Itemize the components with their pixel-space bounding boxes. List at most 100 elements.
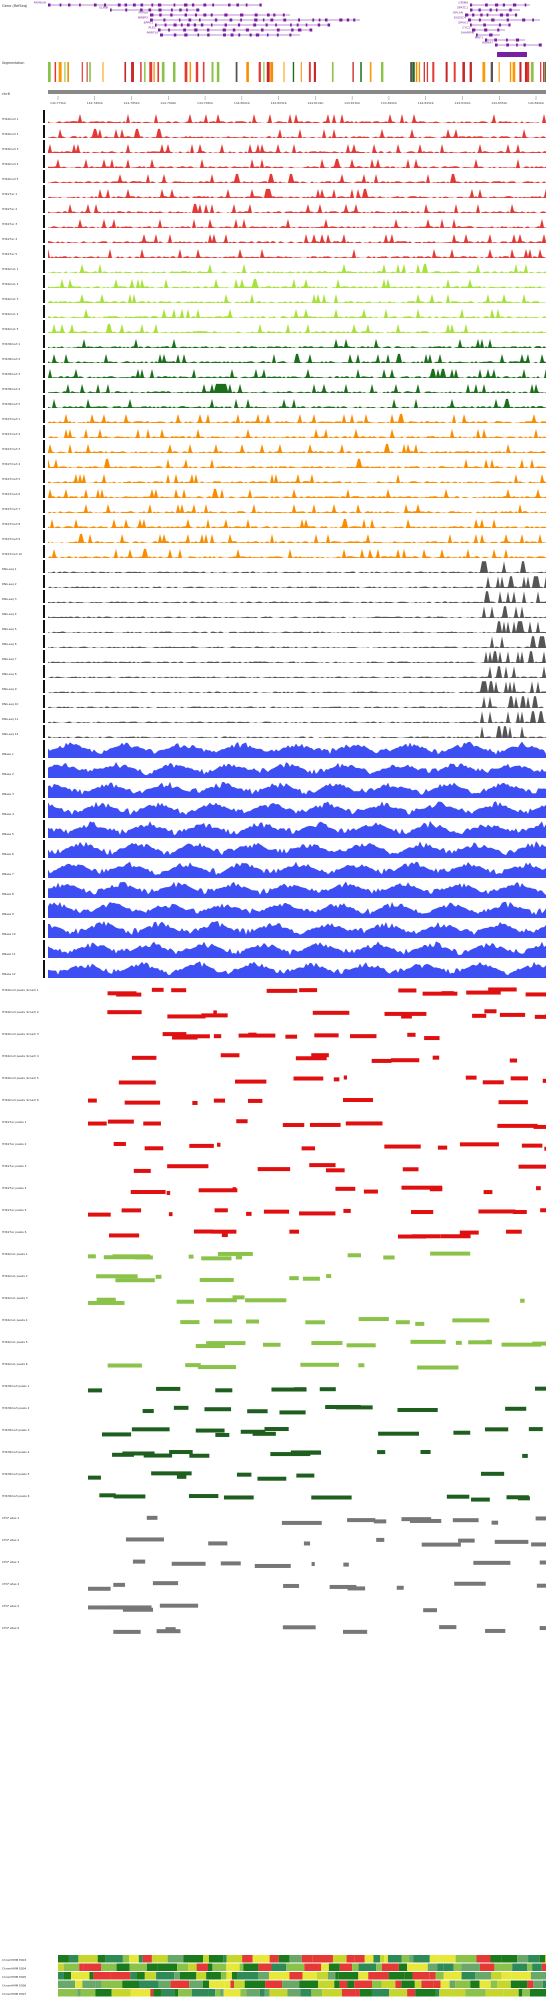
gene-model: OPLAH [453, 11, 518, 17]
signal-area [48, 383, 546, 393]
signal-area [48, 308, 546, 318]
signal-track-label: H3K27ac 3 [2, 222, 17, 226]
gene-exon [193, 23, 197, 27]
peak-block [142, 1409, 154, 1414]
segmentation-state [215, 1989, 221, 1997]
peak-block [295, 1056, 327, 1061]
peak-track-label: H3K4me3 peaks (broad) 5 [2, 1076, 39, 1080]
peak-block [377, 1450, 386, 1455]
peak-block [113, 1141, 126, 1146]
gene-exon [254, 13, 258, 17]
gene-exon [79, 3, 81, 7]
peak-block [471, 1497, 490, 1502]
gene-exon [290, 23, 292, 27]
signal-track-label: H3K27ac 5 [2, 252, 17, 256]
signal-track: H3K27me3 9 [2, 530, 546, 543]
signal-track-label: H3K4me3 2 [2, 132, 19, 136]
peak-block [201, 1013, 228, 1018]
peak-block [289, 1229, 300, 1234]
segmentation-state [395, 1980, 402, 1988]
segmentation-state [455, 1980, 471, 1988]
peak-track: H3K36me3 peaks 4 [2, 1450, 528, 1458]
signal-track-label: RNA-seq 1 [2, 567, 17, 571]
segmentation-state [82, 1980, 96, 1988]
segmentation-state [539, 1955, 546, 1963]
peak-block [466, 990, 501, 995]
segmentation-state [354, 1955, 365, 1963]
track-scale-bar [43, 470, 45, 483]
gene-exon [223, 33, 226, 37]
peak-block [146, 1515, 158, 1520]
peak-block [122, 1607, 154, 1612]
peak-block [206, 1341, 246, 1346]
gene-exon [140, 8, 143, 12]
segmentation-state [388, 1972, 405, 1980]
peak-block [390, 1058, 420, 1063]
segmentation-state [311, 1989, 323, 1997]
signal-track: H3K36me3 2 [2, 350, 546, 363]
peak-track-label: CTCF sites 6 [2, 1626, 19, 1630]
peak-track-label: H3K4me1 peaks 5 [2, 1340, 28, 1344]
peak-block [446, 1494, 470, 1499]
segmentation-state [438, 1955, 456, 1963]
annotation-mark [369, 62, 372, 82]
track-scale-bar [43, 500, 45, 513]
peak-block [113, 1582, 126, 1587]
segmentation-state [264, 1989, 270, 1997]
gene-exon [228, 3, 231, 7]
gene-exon [203, 13, 207, 17]
gene-model: PLEC [149, 26, 313, 32]
gene-exon [48, 3, 51, 7]
peak-block [505, 1406, 527, 1411]
signal-track-label: H3K36me3 2 [2, 357, 20, 361]
peak-block [347, 1586, 366, 1591]
peak-track: H3K36me3 peaks 1 [2, 1384, 546, 1393]
gene-name-label: SPATC1 [457, 6, 468, 10]
segmentation-state [532, 1963, 542, 1971]
track-scale-bar [43, 590, 45, 603]
peak-block [343, 1629, 368, 1634]
peak-track-label: H3K36me3 peaks 3 [2, 1428, 30, 1432]
segmentation-state [95, 1989, 112, 1997]
peak-track-label: H3K4me1 peaks 2 [2, 1274, 28, 1278]
segmentation-state [80, 1989, 96, 1997]
signal-track-label: DNase 10 [2, 932, 16, 936]
ruler-chromosome-label: chr8 [2, 92, 10, 96]
gene-exon [245, 28, 249, 32]
ruler-tick-label: 144,815kb [344, 101, 360, 105]
peak-block [204, 1407, 232, 1412]
signal-area [48, 548, 546, 558]
peak-block [363, 1189, 378, 1194]
segmentation-state [58, 1955, 69, 1963]
segmentation-state [196, 1972, 207, 1980]
ruler-tick-label: 144,800kb [234, 101, 250, 105]
segmentation-state [407, 1963, 428, 1971]
segmentation-state [231, 1972, 238, 1980]
peak-block [521, 1143, 543, 1148]
segmentation-state [197, 1980, 203, 1988]
segmentation-state [58, 1972, 64, 1980]
segmentation-state [542, 1980, 546, 1988]
segmentation-state [212, 1963, 227, 1971]
peak-block [384, 1011, 427, 1016]
segmentation-state [207, 1963, 213, 1971]
track-scale-bar [43, 215, 45, 228]
peak-block [270, 1452, 311, 1457]
gene-exon [207, 33, 210, 37]
peak-track: H3K4me1 peaks 4 [2, 1317, 490, 1326]
segmentation-state [510, 1980, 528, 1988]
segmentation-state [122, 1955, 130, 1963]
track-scale-bar [43, 620, 45, 633]
peak-track: H3K4me1 peaks 5 [2, 1339, 546, 1349]
gene-exon [151, 3, 154, 7]
peak-block [376, 1537, 385, 1542]
signal-track-label: RNA-seq 11 [2, 717, 19, 721]
signal-track: H3K4me3 1 [2, 110, 546, 123]
signal-track-label: H3K27me3 4 [2, 462, 20, 466]
ruler-tick-label: 144,840kb [528, 101, 544, 105]
peak-block [113, 1629, 141, 1634]
segmentation-state [188, 1963, 197, 1971]
gene-exon [523, 43, 526, 47]
track-scale-bar [43, 125, 45, 138]
annotation-mark [308, 62, 311, 82]
